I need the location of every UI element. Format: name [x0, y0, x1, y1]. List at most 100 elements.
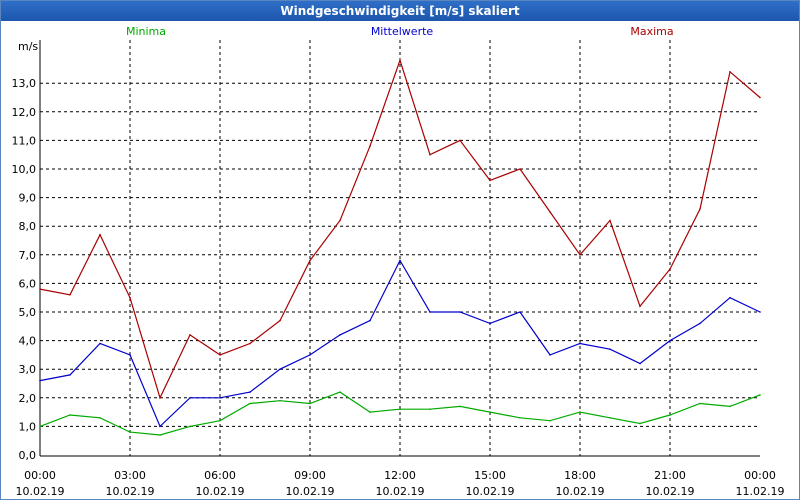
data-point [279, 399, 281, 402]
x-tick-time: 12:00 [384, 469, 416, 482]
legend-entry: Mittelwerte [371, 25, 434, 38]
data-point [219, 354, 221, 356]
x-tick-date: 10.02.19 [376, 485, 425, 498]
data-point [399, 408, 401, 411]
x-tick-date: 10.02.19 [646, 485, 695, 498]
y-axis-label: m/s [18, 40, 38, 53]
data-point [759, 96, 761, 99]
data-point [399, 259, 401, 262]
y-tick-label: 11,0 [12, 134, 37, 147]
data-point [69, 374, 71, 376]
data-point [339, 334, 341, 336]
y-tick-label: 1,0 [19, 420, 37, 433]
y-tick-label: 9,0 [19, 192, 37, 205]
x-tick-time: 03:00 [114, 469, 146, 482]
data-point [219, 419, 221, 422]
data-point [129, 431, 131, 433]
y-tick-label: 13,0 [12, 77, 37, 90]
x-tick-time: 15:00 [474, 469, 506, 482]
data-point [39, 425, 41, 428]
y-tick-label: 4,0 [19, 335, 37, 348]
y-tick-label: 0,0 [19, 449, 37, 462]
x-tick-time: 00:00 [24, 469, 56, 482]
data-point [489, 179, 491, 182]
data-point [549, 354, 551, 356]
data-point [639, 305, 641, 308]
data-point [699, 322, 701, 325]
legend: Minima Mittelwerte Maxima [126, 25, 674, 38]
data-point [579, 411, 581, 413]
data-point [369, 411, 371, 413]
data-point [159, 425, 161, 428]
data-point [309, 402, 311, 405]
axes [39, 40, 760, 457]
data-point [189, 334, 191, 336]
data-point [429, 408, 431, 411]
x-tick-time: 18:00 [564, 469, 596, 482]
data-point [729, 405, 731, 408]
plot-area [40, 40, 760, 456]
data-point [699, 208, 701, 210]
data-point [489, 322, 491, 325]
data-point [759, 394, 761, 396]
data-point [249, 391, 251, 393]
data-point [369, 145, 371, 147]
x-tick-time: 09:00 [294, 469, 326, 482]
data-point [579, 342, 581, 345]
data-point [549, 419, 551, 422]
y-tick-labels: 0,0 1,0 2,0 3,0 4,0 5,0 6,0 7,0 8,0 9,0 10,0 11,0 12… [12, 77, 37, 462]
data-point [39, 379, 41, 382]
series-lines [39, 58, 761, 436]
y-tick-label: 12,0 [12, 106, 37, 119]
data-point [129, 354, 131, 356]
data-point [729, 296, 731, 299]
y-tick-label: 8,0 [19, 220, 37, 233]
data-point [279, 368, 281, 371]
data-point [729, 71, 731, 73]
grid-lines [40, 40, 760, 456]
data-point [519, 417, 521, 419]
data-point [759, 311, 761, 313]
x-tick-date: 10.02.19 [106, 485, 155, 498]
data-point [609, 219, 611, 222]
data-point [39, 288, 41, 290]
data-point [99, 234, 101, 236]
y-tick-label: 2,0 [19, 392, 37, 405]
data-point [669, 268, 671, 270]
x-tick-date: 10.02.19 [556, 485, 605, 498]
data-point [429, 153, 431, 156]
data-point [249, 402, 251, 405]
data-point [699, 402, 701, 405]
data-point [99, 417, 101, 419]
data-point [669, 339, 671, 342]
data-point [129, 296, 131, 299]
data-point [309, 259, 311, 262]
y-tick-label: 5,0 [19, 306, 37, 319]
x-tick-date: 11.02.19 [736, 485, 785, 498]
data-point [399, 59, 401, 62]
data-point [69, 294, 71, 296]
legend-entry: Minima [126, 25, 166, 38]
data-point [639, 362, 641, 365]
data-point [459, 311, 461, 313]
x-tick-date: 10.02.19 [466, 485, 515, 498]
data-point [69, 414, 71, 416]
x-tick-time: 00:00 [744, 469, 776, 482]
data-point [189, 397, 191, 399]
data-point [519, 311, 521, 313]
y-tick-label: 6,0 [19, 277, 37, 290]
data-point [459, 405, 461, 408]
data-point [279, 319, 281, 322]
data-point [159, 397, 161, 399]
x-tick-date: 10.02.19 [16, 485, 65, 498]
data-point [219, 397, 221, 399]
x-tick-labels: 00:00 10.02.19 03:00 10.02.19 06:00 10.02.19 0… [16, 469, 785, 498]
x-tick-time: 21:00 [654, 469, 686, 482]
y-tick-label: 10,0 [12, 163, 37, 176]
data-point [369, 319, 371, 322]
data-point [159, 434, 161, 436]
data-point [489, 411, 491, 413]
data-point [189, 425, 191, 428]
data-point [639, 422, 641, 425]
